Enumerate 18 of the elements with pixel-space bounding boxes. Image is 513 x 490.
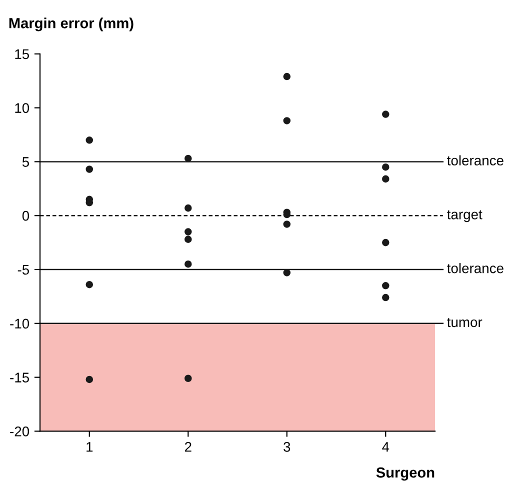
y-tick-label: 15 [15, 49, 30, 60]
y-tick-label: 10 [15, 103, 30, 113]
y-tick-label: 0 [22, 210, 30, 221]
y-tick-label: -5 [18, 264, 30, 275]
x-tick-label: 2 [184, 442, 192, 452]
y-tick-label: -10 [10, 318, 30, 329]
ref-line-label: tolerance [447, 155, 504, 166]
x-tick-label: 1 [86, 442, 93, 452]
ref-line-label: tolerance [447, 263, 504, 274]
ref-line-label: target [447, 210, 482, 222]
x-axis-title: Surgeon [376, 467, 434, 481]
y-tick-label: -15 [10, 372, 30, 382]
x-tick-label: 4 [382, 442, 390, 452]
y-tick-label: 5 [22, 157, 30, 167]
y-axis-title: Margin error (mm) [9, 18, 134, 32]
ref-line-label: tumor [447, 318, 482, 328]
y-tick-label: -20 [10, 426, 30, 436]
x-tick-label: 3 [284, 442, 290, 452]
